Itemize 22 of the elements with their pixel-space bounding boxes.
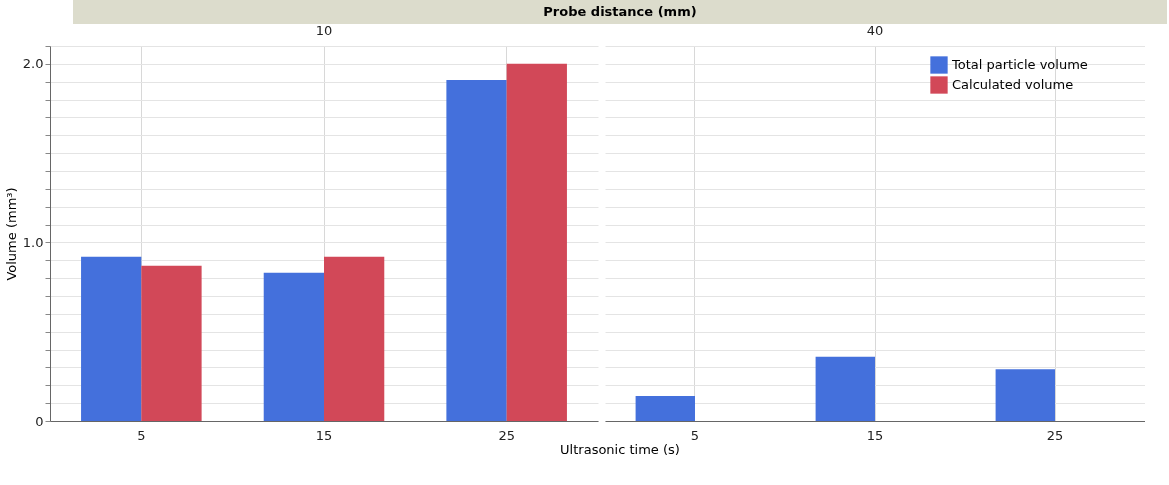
y-axis-title: Volume (mm³) <box>3 187 19 281</box>
x-tick-label: 5 <box>690 427 700 443</box>
chart-title: Probe distance (mm) <box>73 0 1167 24</box>
bar <box>141 265 202 421</box>
bar <box>324 256 385 421</box>
x-tick-label: 25 <box>1046 427 1064 443</box>
bar <box>446 79 507 421</box>
x-tick-label: 15 <box>866 427 884 443</box>
chart-subtitle: 40 <box>866 23 884 38</box>
bar <box>506 63 567 421</box>
legend-label: Total particle volume <box>951 57 1088 72</box>
x-tick-label: 5 <box>137 427 146 443</box>
x-tick-label: 25 <box>498 427 515 443</box>
chart-subtitle: 10 <box>315 22 333 38</box>
legend-label: Calculated volume <box>952 77 1074 92</box>
y-tick-label: 2.0 <box>22 56 44 72</box>
bar <box>81 256 142 421</box>
y-tick-label: 1.0 <box>22 234 44 250</box>
x-tick-label: 15 <box>315 427 333 443</box>
bar <box>263 272 324 421</box>
y-tick-label: 0 <box>35 413 44 429</box>
x-axis-title: Ultrasonic time (s) <box>559 442 681 457</box>
